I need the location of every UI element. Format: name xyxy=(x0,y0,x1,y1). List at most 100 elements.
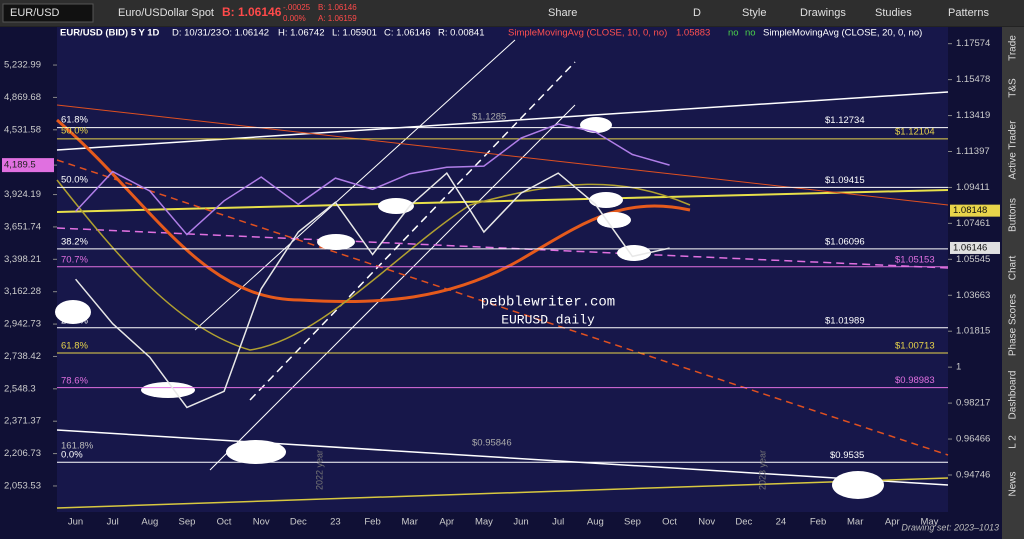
side-tab[interactable]: Trade xyxy=(1008,35,1019,61)
change: -.00025 xyxy=(283,3,311,12)
x-tick-label: 23 xyxy=(330,517,341,528)
side-tab[interactable]: Phase Scores xyxy=(1008,294,1019,356)
channel-midline xyxy=(249,61,576,401)
x-tick-label: Oct xyxy=(662,517,677,528)
x-tick-label: Nov xyxy=(698,517,715,528)
symbol[interactable]: EUR/USD xyxy=(10,7,60,19)
header-item: C: 1.06146 xyxy=(384,28,430,39)
trend-line xyxy=(56,104,949,206)
toolbar-button[interactable]: Studies xyxy=(875,7,912,19)
trend-line xyxy=(56,189,949,213)
highlight xyxy=(226,440,286,464)
study: SimpleMovingAvg (CLOSE, 20, 0, no) xyxy=(763,28,922,39)
symbol-box[interactable] xyxy=(2,3,94,23)
y-tick-label: 1.03663 xyxy=(956,290,990,301)
side-tab[interactable]: L 2 xyxy=(1008,435,1019,449)
toolbar-button[interactable]: Style xyxy=(742,7,766,19)
x-tick-label: Jun xyxy=(68,517,83,528)
toolbar-button[interactable]: Share xyxy=(548,7,577,19)
highlight xyxy=(597,212,631,228)
study-value: 1.05883 xyxy=(676,28,710,39)
fib-label: 61.8% xyxy=(61,115,88,126)
y-tick-label: 0.98217 xyxy=(956,398,990,409)
highlight xyxy=(589,192,623,208)
x-tick-label: Sep xyxy=(624,517,641,528)
description: Euro/USDollar Spot xyxy=(118,7,214,19)
toolbar-button[interactable]: D xyxy=(693,7,701,19)
level-label: $1.06096 xyxy=(825,236,865,247)
study-flag: no xyxy=(728,28,739,39)
series-line xyxy=(75,123,670,236)
trend-line xyxy=(56,159,949,456)
y2-tick-highlight xyxy=(2,158,54,173)
side-tab[interactable]: Chart xyxy=(1008,256,1019,281)
fib-label: 161.8% xyxy=(61,441,94,452)
toolbar-button[interactable]: Drawings xyxy=(800,7,846,19)
x-tick-label: Sep xyxy=(178,517,195,528)
x-tick-label: Aug xyxy=(141,517,158,528)
price-box-label: 1.06146 xyxy=(953,242,987,253)
annotation: $1.1285 xyxy=(472,112,506,123)
side-tab[interactable]: Active Trader xyxy=(1008,120,1019,180)
highlight xyxy=(141,382,195,398)
level-label: $1.00713 xyxy=(895,340,935,351)
y-tick-label: 1 xyxy=(956,362,961,373)
side-tab[interactable]: T&S xyxy=(1008,78,1019,98)
y2-tick-label: 2,548.3 xyxy=(4,383,36,394)
y2-tick-label: 2,053.53 xyxy=(4,480,41,491)
x-tick-label: Jul xyxy=(552,517,564,528)
y-tick-label: 1.13419 xyxy=(956,110,990,121)
price-box xyxy=(950,204,1000,217)
highlight xyxy=(832,471,884,499)
toolbar xyxy=(0,0,1024,26)
highlight xyxy=(317,234,355,250)
chart-title: EUR/USD (BID) 5 Y 1D xyxy=(60,28,160,39)
annotation: EURUSD daily xyxy=(501,312,595,327)
y2-tick-label: 3,924.19 xyxy=(4,189,41,200)
annotation: 2022 year xyxy=(314,450,324,490)
x-tick-label: Aug xyxy=(587,517,604,528)
side-tab[interactable]: Dashboard xyxy=(1008,371,1019,420)
trend-line xyxy=(56,477,949,509)
x-tick-label: Apr xyxy=(885,517,900,528)
annotation: 2023 year xyxy=(757,450,767,490)
y-tick-label: 0.96466 xyxy=(956,434,990,445)
channel-line xyxy=(209,104,576,471)
level-label: $1.05153 xyxy=(895,254,935,265)
header-item: L: 1.05901 xyxy=(332,28,377,39)
trend-line xyxy=(56,227,949,269)
price-box xyxy=(950,241,1000,254)
toolbar-button[interactable]: Patterns xyxy=(948,7,989,19)
series-line xyxy=(75,171,670,409)
annotation: $0.95846 xyxy=(472,438,512,449)
fib-label: 38.2% xyxy=(61,237,88,248)
y2-tick-label: 2,942.73 xyxy=(4,319,41,330)
x-axis-bg xyxy=(0,512,1002,539)
y-tick-label: 1.09411 xyxy=(956,182,990,193)
fib-label: 0.0% xyxy=(61,450,83,461)
x-tick-label: Mar xyxy=(402,517,418,528)
study: SimpleMovingAvg (CLOSE, 10, 0, no) xyxy=(508,28,667,39)
fib-label: 50.0% xyxy=(61,126,88,137)
annotation: pebblewriter.com xyxy=(481,295,615,311)
trend-line xyxy=(56,91,949,151)
header-item: R: 0.00841 xyxy=(438,28,484,39)
level-label: $1.01989 xyxy=(825,315,865,326)
bid: B: 1.06146 xyxy=(222,5,282,19)
highlight xyxy=(55,300,91,324)
side-tab[interactable]: News xyxy=(1008,471,1019,496)
x-tick-label: May xyxy=(920,517,938,528)
ask-small: A: 1.06159 xyxy=(318,14,357,23)
level-label: $0.98983 xyxy=(895,375,935,386)
fib-label: 50.0% xyxy=(61,175,88,186)
y-tick-label: 1.17574 xyxy=(956,38,990,49)
x-tick-label: May xyxy=(475,517,493,528)
y-tick-label: 0.94746 xyxy=(956,469,990,480)
y-tick-label: 1.15478 xyxy=(956,74,990,85)
side-tab[interactable]: Buttons xyxy=(1008,198,1019,232)
header-item: D: 10/31/23 xyxy=(172,28,221,39)
y2-tick-label: 4,189.5 xyxy=(4,160,36,171)
header-item: O: 1.06142 xyxy=(222,28,269,39)
y-tick-label: 1.07461 xyxy=(956,218,990,229)
